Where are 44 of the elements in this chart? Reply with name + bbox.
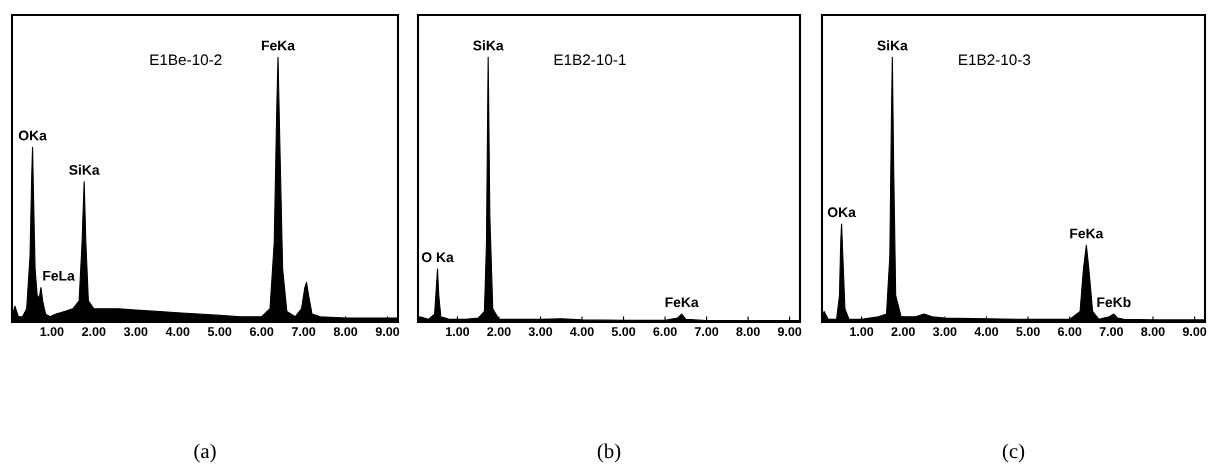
x-tick-label: 7.00 <box>694 327 719 337</box>
x-tick-label: 9.00 <box>1182 327 1207 337</box>
annotation: OKa <box>827 207 856 218</box>
x-tick-label: 8.00 <box>736 327 760 337</box>
x-tick-label: 6.00 <box>249 327 274 337</box>
chart-subtitle: E1B2-10-3 <box>959 54 1031 66</box>
annotation: O Ka <box>421 252 454 263</box>
x-tick-label: 9.00 <box>375 327 400 337</box>
x-tick-label: 2.00 <box>82 327 106 337</box>
x-tick-label: 2.00 <box>487 327 511 337</box>
annotation: FeKb <box>1097 296 1131 308</box>
annotation: SiKa <box>69 164 100 175</box>
text: (b) <box>597 443 621 463</box>
x-tick-label: 3.00 <box>528 327 553 337</box>
x-tick-label: 9.00 <box>777 327 802 337</box>
annotation: FeKa <box>665 297 699 308</box>
x-tick-label: 7.00 <box>1099 327 1123 337</box>
x-tick-label: 3.00 <box>932 327 957 337</box>
x-tick-label: 7.00 <box>291 327 316 337</box>
annotation: FeLa <box>43 270 75 281</box>
x-tick-label: 1.00 <box>40 327 64 337</box>
chart-subtitle: E1Be-10-2 <box>150 54 222 66</box>
x-tick-label: 4.00 <box>570 327 594 337</box>
text: (a) <box>194 443 216 463</box>
x-tick-label: 6.00 <box>653 327 677 337</box>
x-tick-label: 5.00 <box>1016 327 1040 337</box>
x-tick-label: 8.00 <box>333 327 358 337</box>
x-tick-label: 8.00 <box>1141 327 1165 337</box>
x-tick-label: 3.00 <box>123 327 148 337</box>
x-tick-label: 1.00 <box>446 327 470 337</box>
annotation: SiKa <box>473 40 504 51</box>
x-tick-label: 5.00 <box>611 327 636 337</box>
annotation: FeKa <box>261 40 296 51</box>
annotation: FeKa <box>1070 228 1104 239</box>
annotation: SiKa <box>877 40 908 51</box>
x-tick-label: 4.00 <box>165 327 190 337</box>
annotation: OKa <box>18 130 47 141</box>
x-tick-label: 5.00 <box>207 327 232 337</box>
x-tick-label: 1.00 <box>850 327 874 337</box>
x-tick-label: 4.00 <box>974 327 999 337</box>
chart-subtitle: E1B2-10-1 <box>554 54 626 66</box>
x-tick-label: 6.00 <box>1057 327 1082 337</box>
text: (c) <box>1002 443 1025 463</box>
x-tick-label: 2.00 <box>891 327 915 337</box>
